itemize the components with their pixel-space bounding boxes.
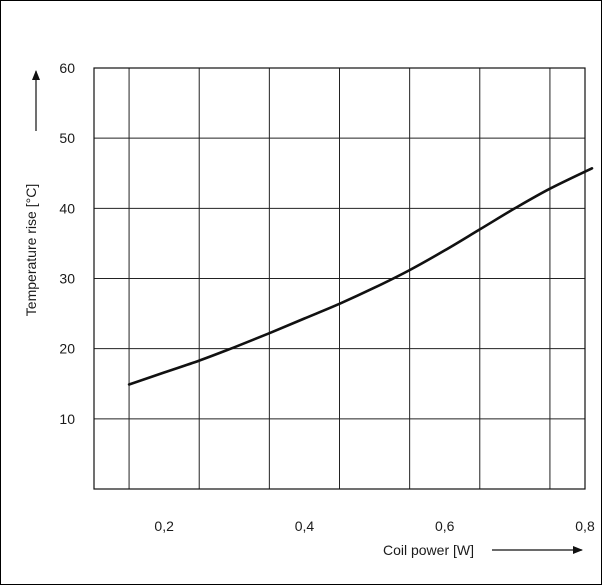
x-tick-label: 0,4 bbox=[295, 518, 315, 534]
x-tick-label: 0,6 bbox=[435, 518, 455, 534]
x-tick-label: 0,8 bbox=[575, 518, 595, 534]
grid bbox=[94, 68, 585, 489]
y-tick-label: 20 bbox=[59, 341, 75, 357]
y-tick-label: 10 bbox=[59, 411, 75, 427]
x-axis-ticks: 0,2 0,4 0,6 0,8 bbox=[154, 518, 595, 534]
y-tick-label: 60 bbox=[59, 60, 75, 76]
x-axis-title: Coil power [W] bbox=[383, 542, 474, 558]
plot-frame bbox=[93, 67, 586, 490]
y-tick-label: 30 bbox=[59, 271, 75, 287]
y-tick-label: 40 bbox=[59, 200, 75, 216]
y-tick-label: 50 bbox=[59, 130, 75, 146]
y-axis-ticks: 10 20 30 40 50 60 bbox=[59, 60, 75, 427]
series-line bbox=[127, 167, 594, 386]
x-tick-label: 0,2 bbox=[154, 518, 174, 534]
y-axis-title: Temperature rise [°C] bbox=[23, 184, 39, 316]
